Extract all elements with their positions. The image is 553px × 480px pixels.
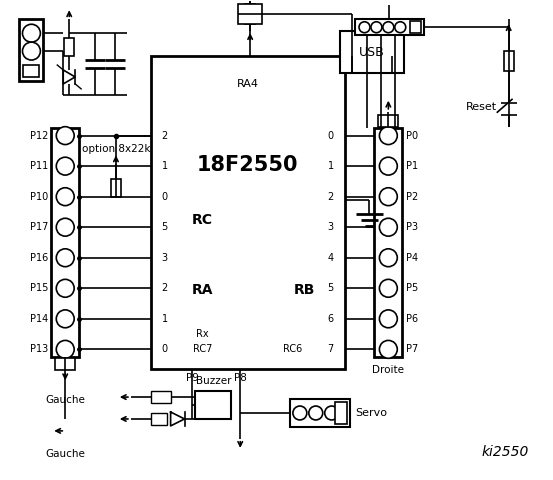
Text: 0: 0	[161, 344, 168, 354]
Text: 4: 4	[327, 253, 334, 263]
Circle shape	[379, 340, 397, 358]
Text: P2: P2	[406, 192, 419, 202]
Text: RA4: RA4	[237, 79, 259, 89]
Circle shape	[359, 22, 370, 33]
Circle shape	[379, 188, 397, 205]
Text: RA: RA	[192, 283, 213, 297]
Bar	[151, 413, 166, 425]
Circle shape	[379, 279, 397, 297]
Circle shape	[293, 406, 307, 420]
Text: Gauche: Gauche	[45, 449, 85, 459]
Bar	[335, 402, 347, 424]
Bar	[354, 19, 424, 35]
Text: P7: P7	[406, 344, 419, 354]
Text: ki2550: ki2550	[481, 445, 529, 459]
Text: P10: P10	[30, 192, 48, 202]
Circle shape	[379, 249, 397, 267]
Circle shape	[56, 340, 74, 358]
Bar	[151, 56, 345, 369]
Circle shape	[56, 218, 74, 236]
Circle shape	[325, 406, 338, 420]
Bar	[23, 65, 39, 77]
Circle shape	[56, 127, 74, 144]
Text: USB: USB	[359, 46, 385, 59]
Text: 0: 0	[161, 192, 168, 202]
Circle shape	[23, 42, 40, 60]
Text: P8: P8	[234, 373, 247, 383]
Text: RB: RB	[294, 283, 316, 297]
Text: P9: P9	[186, 373, 199, 383]
Circle shape	[379, 157, 397, 175]
Circle shape	[379, 127, 397, 144]
Bar	[245, 4, 255, 24]
Text: P17: P17	[30, 222, 48, 232]
Text: P1: P1	[406, 161, 419, 171]
Text: 2: 2	[161, 283, 168, 293]
Text: Servo: Servo	[356, 408, 388, 418]
Text: 3: 3	[327, 222, 334, 232]
Text: P6: P6	[406, 314, 419, 324]
Bar	[340, 31, 404, 73]
Circle shape	[56, 249, 74, 267]
Bar	[374, 128, 402, 357]
Text: P5: P5	[406, 283, 419, 293]
Text: 5: 5	[327, 283, 334, 293]
Text: Droite: Droite	[372, 365, 404, 375]
Bar	[64, 38, 74, 56]
Circle shape	[371, 22, 382, 33]
Bar	[504, 51, 514, 71]
Text: 1: 1	[327, 161, 334, 171]
Text: P0: P0	[406, 131, 419, 141]
Circle shape	[56, 310, 74, 328]
Bar	[55, 358, 75, 370]
Text: 7: 7	[327, 344, 334, 354]
Text: P12: P12	[30, 131, 48, 141]
Text: RC: RC	[192, 213, 213, 227]
Text: Gauche: Gauche	[45, 395, 85, 405]
Text: 5: 5	[161, 222, 168, 232]
Text: P15: P15	[30, 283, 48, 293]
Bar	[410, 21, 421, 33]
Text: 6: 6	[327, 314, 334, 324]
Bar	[290, 399, 349, 427]
Circle shape	[383, 22, 394, 33]
Circle shape	[56, 157, 74, 175]
Text: P14: P14	[30, 314, 48, 324]
Text: 3: 3	[161, 253, 168, 263]
Text: P13: P13	[30, 344, 48, 354]
Bar	[51, 128, 79, 357]
Text: 1: 1	[161, 161, 168, 171]
Text: P16: P16	[30, 253, 48, 263]
Text: option 8x22k: option 8x22k	[82, 144, 150, 154]
Bar	[19, 19, 43, 81]
Text: Reset: Reset	[466, 102, 497, 112]
Bar	[378, 115, 398, 127]
Text: 1: 1	[161, 314, 168, 324]
Text: Rx: Rx	[196, 329, 208, 339]
Text: 2: 2	[161, 131, 168, 141]
Circle shape	[56, 188, 74, 205]
Text: P4: P4	[406, 253, 419, 263]
Bar	[151, 391, 171, 403]
Bar	[195, 391, 231, 419]
Circle shape	[309, 406, 323, 420]
Text: 2: 2	[327, 192, 334, 202]
Circle shape	[23, 24, 40, 42]
Bar	[111, 180, 121, 197]
Bar	[238, 4, 262, 24]
Text: RC6: RC6	[283, 344, 302, 354]
Text: Buzzer: Buzzer	[196, 376, 231, 386]
Circle shape	[379, 310, 397, 328]
Text: P11: P11	[30, 161, 48, 171]
Circle shape	[379, 218, 397, 236]
Circle shape	[56, 279, 74, 297]
Circle shape	[395, 22, 406, 33]
Text: RC7: RC7	[193, 344, 212, 354]
Text: 18F2550: 18F2550	[197, 156, 299, 175]
Text: 0: 0	[327, 131, 334, 141]
Text: P3: P3	[406, 222, 419, 232]
